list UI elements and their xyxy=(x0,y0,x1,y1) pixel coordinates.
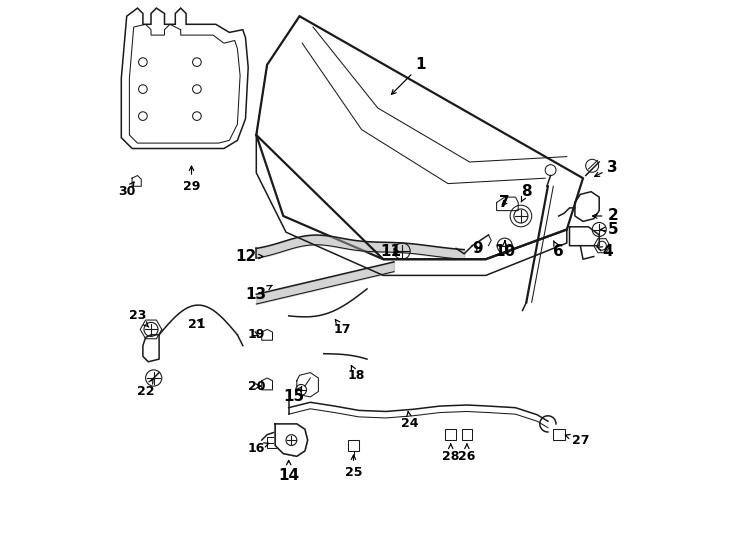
Text: 14: 14 xyxy=(278,461,299,483)
Text: 24: 24 xyxy=(401,411,419,430)
Bar xyxy=(462,429,472,440)
Text: 4: 4 xyxy=(597,244,613,259)
Text: 3: 3 xyxy=(595,160,618,177)
Text: 2: 2 xyxy=(592,208,618,224)
Text: 19: 19 xyxy=(247,328,265,341)
Bar xyxy=(266,437,278,448)
Text: 6: 6 xyxy=(553,241,564,259)
Text: 10: 10 xyxy=(494,241,515,259)
Text: 5: 5 xyxy=(600,222,618,237)
Bar xyxy=(348,440,360,451)
Text: 17: 17 xyxy=(334,320,352,336)
Text: 26: 26 xyxy=(458,444,476,463)
Text: 25: 25 xyxy=(345,455,363,479)
Bar xyxy=(446,429,456,440)
Text: 28: 28 xyxy=(442,444,459,463)
Text: 13: 13 xyxy=(246,285,272,302)
Text: 11: 11 xyxy=(381,244,401,259)
Text: 21: 21 xyxy=(188,318,206,330)
Text: 22: 22 xyxy=(137,379,154,398)
Text: 20: 20 xyxy=(247,380,265,393)
Text: 12: 12 xyxy=(235,249,263,264)
Bar xyxy=(553,429,564,440)
Text: 16: 16 xyxy=(247,442,269,455)
Text: 18: 18 xyxy=(347,366,365,382)
Text: 27: 27 xyxy=(565,434,589,447)
Polygon shape xyxy=(275,424,308,456)
Text: 30: 30 xyxy=(118,182,135,198)
Text: 23: 23 xyxy=(128,309,149,327)
Text: 8: 8 xyxy=(521,184,531,202)
Text: 7: 7 xyxy=(499,195,510,210)
Text: 15: 15 xyxy=(283,387,305,404)
Text: 9: 9 xyxy=(473,241,483,256)
Text: 1: 1 xyxy=(391,57,426,94)
Text: 29: 29 xyxy=(183,166,200,193)
